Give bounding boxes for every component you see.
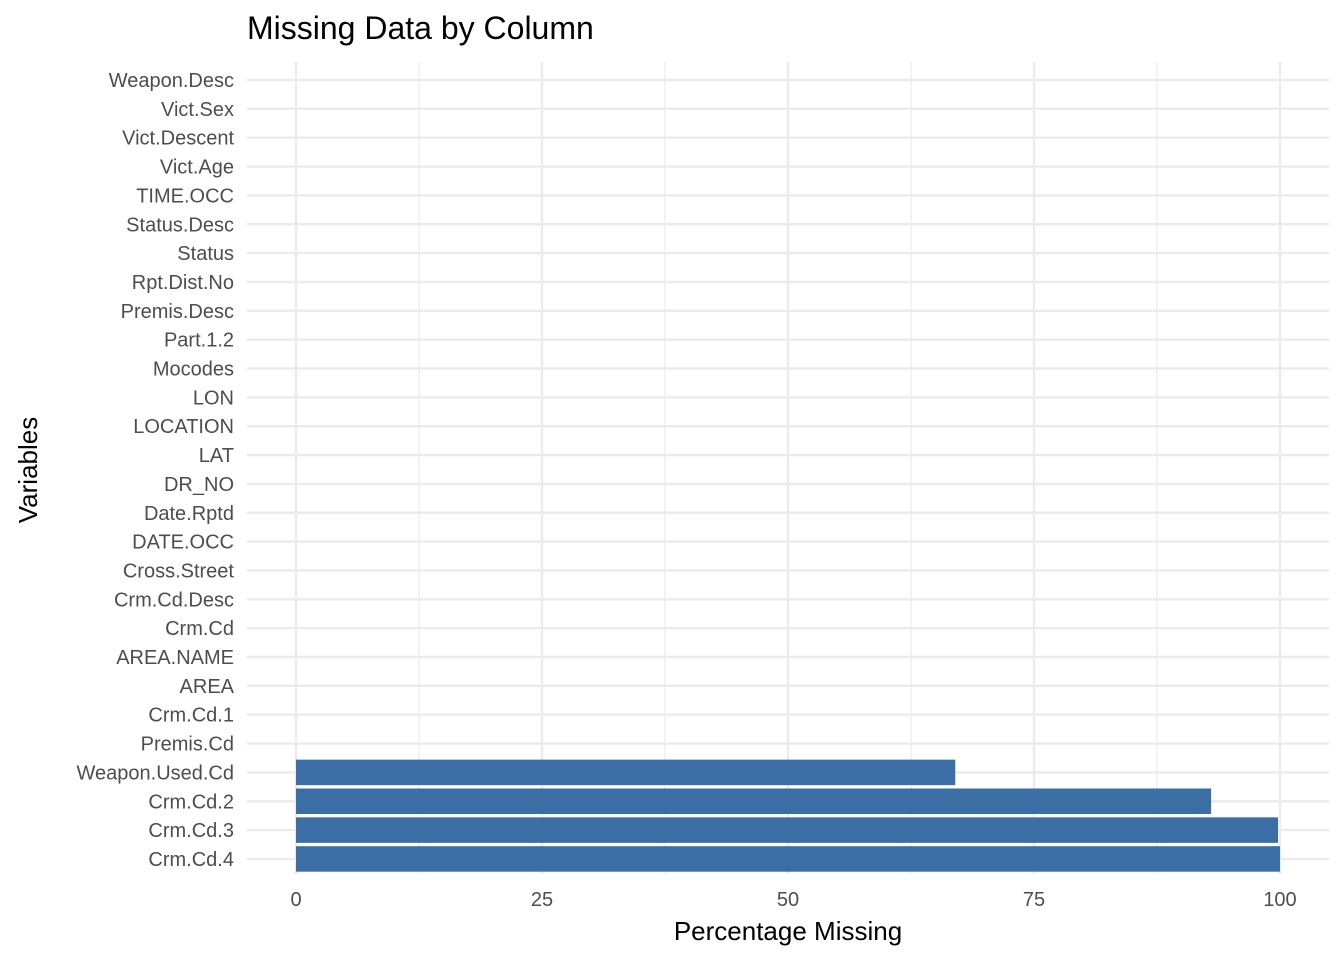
- y-tick-label: AREA: [180, 676, 235, 698]
- bar: [296, 788, 1212, 814]
- y-axis-title: Variables: [13, 417, 43, 523]
- y-tick-label: Vict.Descent: [122, 128, 234, 150]
- y-tick-label: Vict.Sex: [161, 99, 234, 121]
- y-tick-label: Status.Desc: [126, 214, 234, 236]
- bars: [296, 759, 1280, 872]
- y-tick-label: Crm.Cd.Desc: [114, 589, 234, 611]
- y-tick-label: Weapon.Desc: [109, 70, 234, 92]
- y-tick-label: Crm.Cd.1: [148, 705, 234, 727]
- bar: [296, 846, 1280, 872]
- y-tick-label: Vict.Age: [160, 157, 234, 179]
- y-tick-labels: Weapon.Desc Vict.Sex Vict.Descent Vict.Age T…: [77, 70, 235, 871]
- y-tick-label: Premis.Cd: [141, 734, 234, 756]
- y-tick-label: LAT: [199, 445, 234, 467]
- y-tick-label: Date.Rptd: [144, 503, 234, 525]
- y-tick-label: DR_NO: [164, 474, 234, 496]
- y-tick-label: Crm.Cd.3: [148, 820, 234, 842]
- y-tick-label: TIME.OCC: [136, 185, 234, 207]
- y-tick-label: AREA.NAME: [116, 647, 234, 669]
- y-tick-label: Rpt.Dist.No: [132, 272, 234, 294]
- y-tick-label: LON: [193, 387, 234, 409]
- y-tick-label: LOCATION: [133, 416, 234, 438]
- y-tick-label: Cross.Street: [123, 560, 235, 582]
- bar: [296, 817, 1279, 843]
- y-tick-label: Mocodes: [153, 359, 234, 381]
- y-tick-label: Status: [177, 243, 234, 265]
- x-tick-label: 100: [1263, 889, 1296, 911]
- y-tick-label: Part.1.2: [164, 330, 234, 352]
- x-tick-label: 50: [777, 889, 799, 911]
- x-tick-label: 75: [1023, 889, 1045, 911]
- chart-title: Missing Data by Column: [247, 10, 594, 46]
- y-tick-label: Weapon.Used.Cd: [77, 762, 235, 784]
- x-tick-labels: 0 25 50 75 100: [290, 889, 1296, 911]
- y-tick-label: Crm.Cd: [165, 618, 234, 640]
- y-tick-label: Crm.Cd.2: [148, 791, 234, 813]
- y-tick-label: Premis.Desc: [121, 301, 234, 323]
- y-tick-label: DATE.OCC: [132, 532, 234, 554]
- x-axis-title: Percentage Missing: [674, 916, 902, 946]
- bar: [296, 759, 956, 786]
- x-tick-label: 0: [290, 889, 301, 911]
- x-tick-label: 25: [531, 889, 553, 911]
- y-tick-label: Crm.Cd.4: [148, 849, 234, 871]
